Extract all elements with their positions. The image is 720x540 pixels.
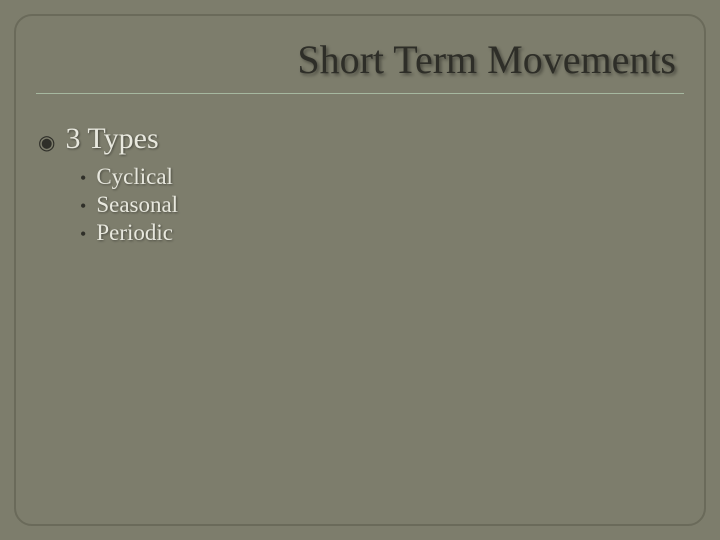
- sub-bullet-list: • Cyclical • Seasonal • Periodic: [36, 164, 684, 246]
- main-bullet-text: 3 Types: [65, 122, 158, 156]
- slide: Short Term Movements ◉ 3 Types • Cyclica…: [0, 0, 720, 540]
- list-item: • Cyclical: [80, 164, 684, 190]
- sub-item-text: Cyclical: [96, 164, 173, 190]
- sub-item-text: Seasonal: [96, 192, 178, 218]
- sub-item-text: Periodic: [96, 220, 173, 246]
- dot-bullet-icon: •: [80, 225, 86, 243]
- main-bullet: ◉ 3 Types: [36, 122, 684, 156]
- slide-title: Short Term Movements: [36, 36, 684, 94]
- list-item: • Periodic: [80, 220, 684, 246]
- dot-bullet-icon: •: [80, 169, 86, 187]
- target-bullet-icon: ◉: [38, 133, 55, 153]
- list-item: • Seasonal: [80, 192, 684, 218]
- dot-bullet-icon: •: [80, 197, 86, 215]
- slide-content: Short Term Movements ◉ 3 Types • Cyclica…: [36, 36, 684, 504]
